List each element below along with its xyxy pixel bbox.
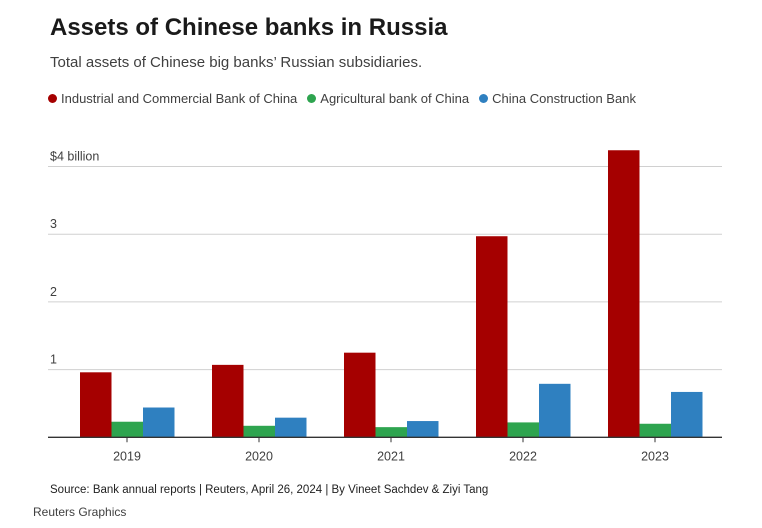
y-tick-label: 2: [50, 285, 57, 299]
x-tick-label: 2022: [509, 449, 537, 463]
legend-item: Industrial and Commercial Bank of China: [48, 91, 297, 106]
x-tick-label: 2023: [641, 449, 669, 463]
source-note: Source: Bank annual reports | Reuters, A…: [50, 484, 489, 496]
legend: Industrial and Commercial Bank of China A…: [48, 91, 636, 106]
legend-dot-icon: [307, 94, 317, 103]
bar: [539, 383, 571, 438]
bar: [476, 236, 508, 438]
x-tick-label: 2019: [113, 449, 141, 463]
bar: [243, 425, 275, 438]
bar: [608, 150, 640, 438]
legend-item: Agricultural bank of China: [307, 91, 469, 106]
legend-dot-icon: [479, 94, 489, 103]
chart-title: Assets of Chinese banks in Russia: [50, 14, 448, 41]
legend-item: China Construction Bank: [479, 91, 636, 106]
y-tick-label: 3: [50, 217, 57, 231]
bar: [507, 422, 539, 438]
bar: [407, 421, 439, 438]
x-tick-label: 2020: [245, 449, 273, 463]
bar: [344, 352, 376, 438]
legend-label: China Construction Bank: [492, 91, 636, 106]
bar: [143, 407, 175, 438]
bar: [275, 417, 307, 438]
legend-dot-icon: [48, 94, 57, 103]
bar: [671, 391, 703, 438]
bar: [80, 372, 112, 438]
credit: Reuters Graphics: [33, 505, 127, 519]
bar: [212, 364, 244, 438]
y-tick-label: $4 billion: [50, 150, 99, 164]
y-tick-label: 1: [50, 353, 57, 367]
x-tick-label: 2021: [377, 449, 405, 463]
bar: [111, 421, 143, 438]
legend-label: Industrial and Commercial Bank of China: [61, 91, 298, 106]
chart-subtitle: Total assets of Chinese big banks’ Russi…: [50, 54, 423, 71]
legend-label: Agricultural bank of China: [320, 91, 470, 106]
bar: [375, 427, 407, 438]
bar: [639, 423, 671, 438]
